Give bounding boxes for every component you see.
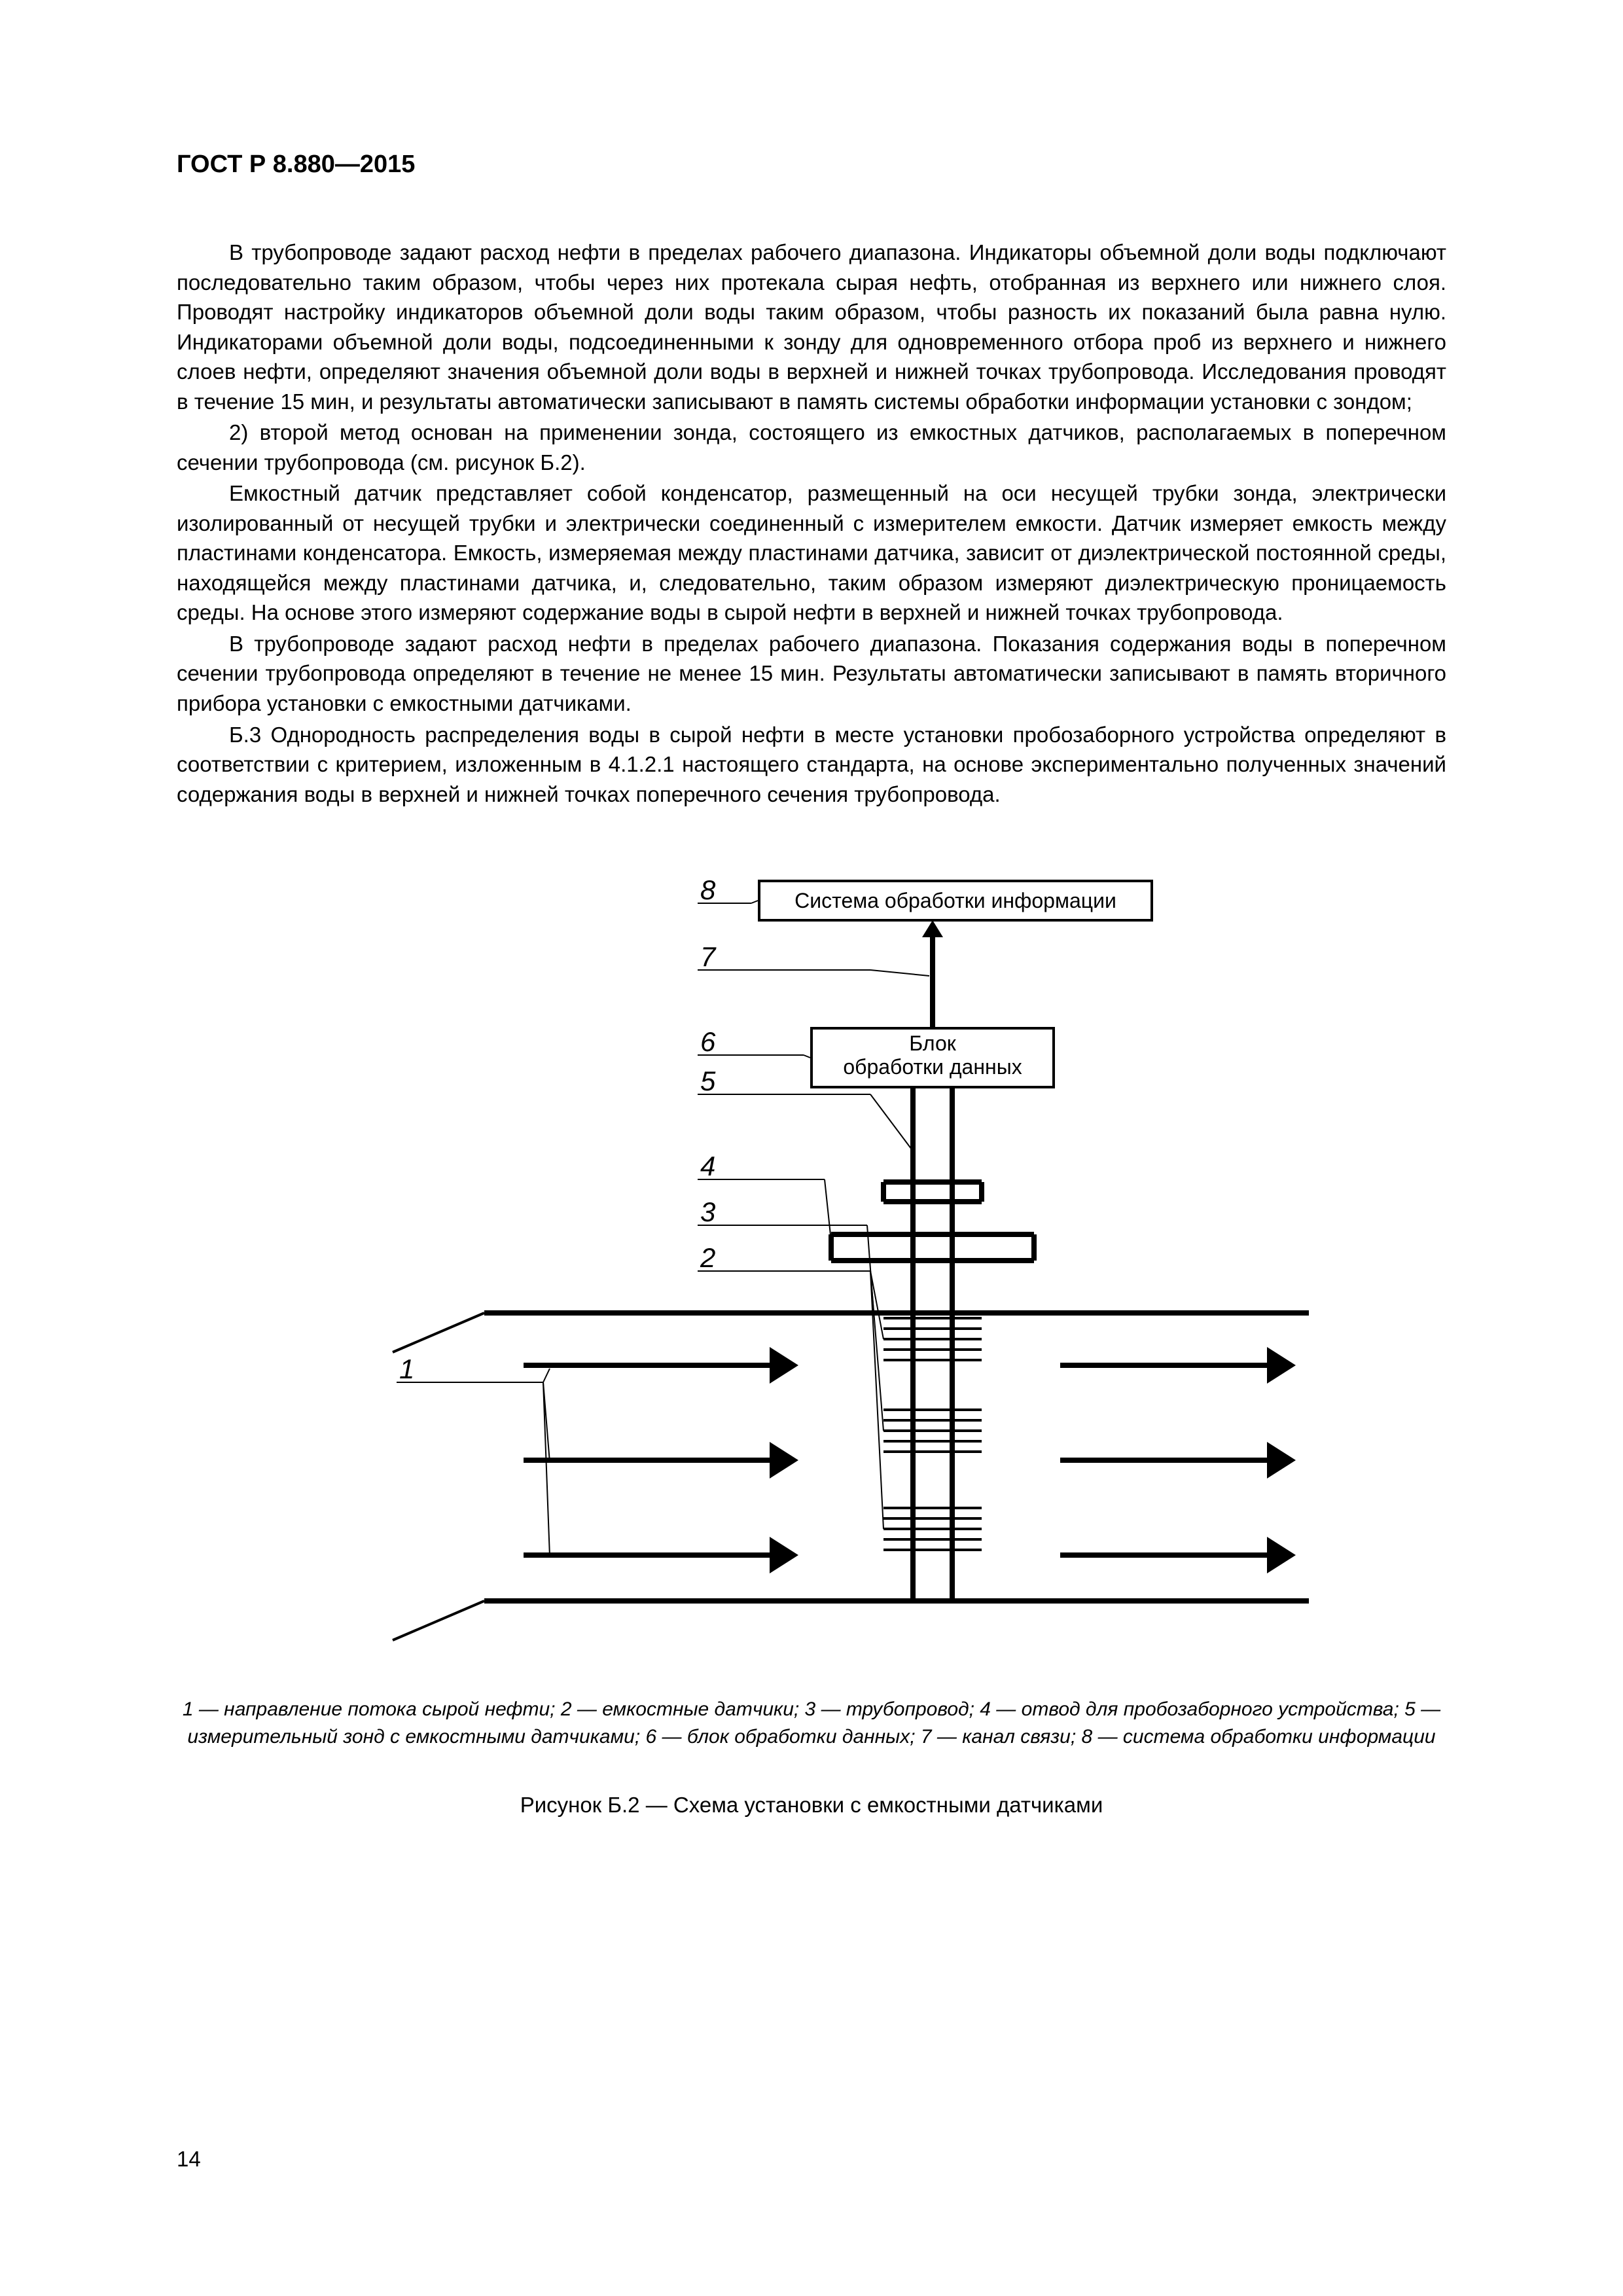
para-2: 2) второй метод основан на применении зо… [177,418,1446,477]
svg-text:2: 2 [700,1242,715,1273]
figure-legend: 1 — направление потока сырой нефти; 2 — … [177,1696,1446,1751]
svg-text:6: 6 [700,1026,716,1057]
figure-caption: Рисунок Б.2 — Схема установки с емкостны… [177,1790,1446,1820]
svg-text:4: 4 [700,1151,715,1181]
para-1: В трубопроводе задают расход нефти в пре… [177,238,1446,416]
figure-svg: Система обработки информации Блокобработк… [314,868,1309,1666]
svg-text:7: 7 [700,941,717,972]
doc-header: ГОСТ Р 8.880—2015 [177,151,1446,179]
para-3: Емкостный датчик представляет собой конд… [177,478,1446,628]
para-4: В трубопроводе задают расход нефти в пре… [177,629,1446,719]
page-number: 14 [177,2147,201,2172]
svg-text:8: 8 [700,874,716,905]
svg-text:обработки данных: обработки данных [843,1055,1022,1079]
svg-text:1: 1 [399,1354,414,1384]
para-5: Б.3 Однородность распределения воды в сы… [177,720,1446,810]
svg-text:3: 3 [700,1196,715,1227]
svg-text:5: 5 [700,1066,716,1096]
figure-b2: Система обработки информации Блокобработк… [177,868,1446,1670]
svg-text:Система обработки информации: Система обработки информации [794,889,1116,912]
svg-text:Блок: Блок [909,1031,956,1055]
